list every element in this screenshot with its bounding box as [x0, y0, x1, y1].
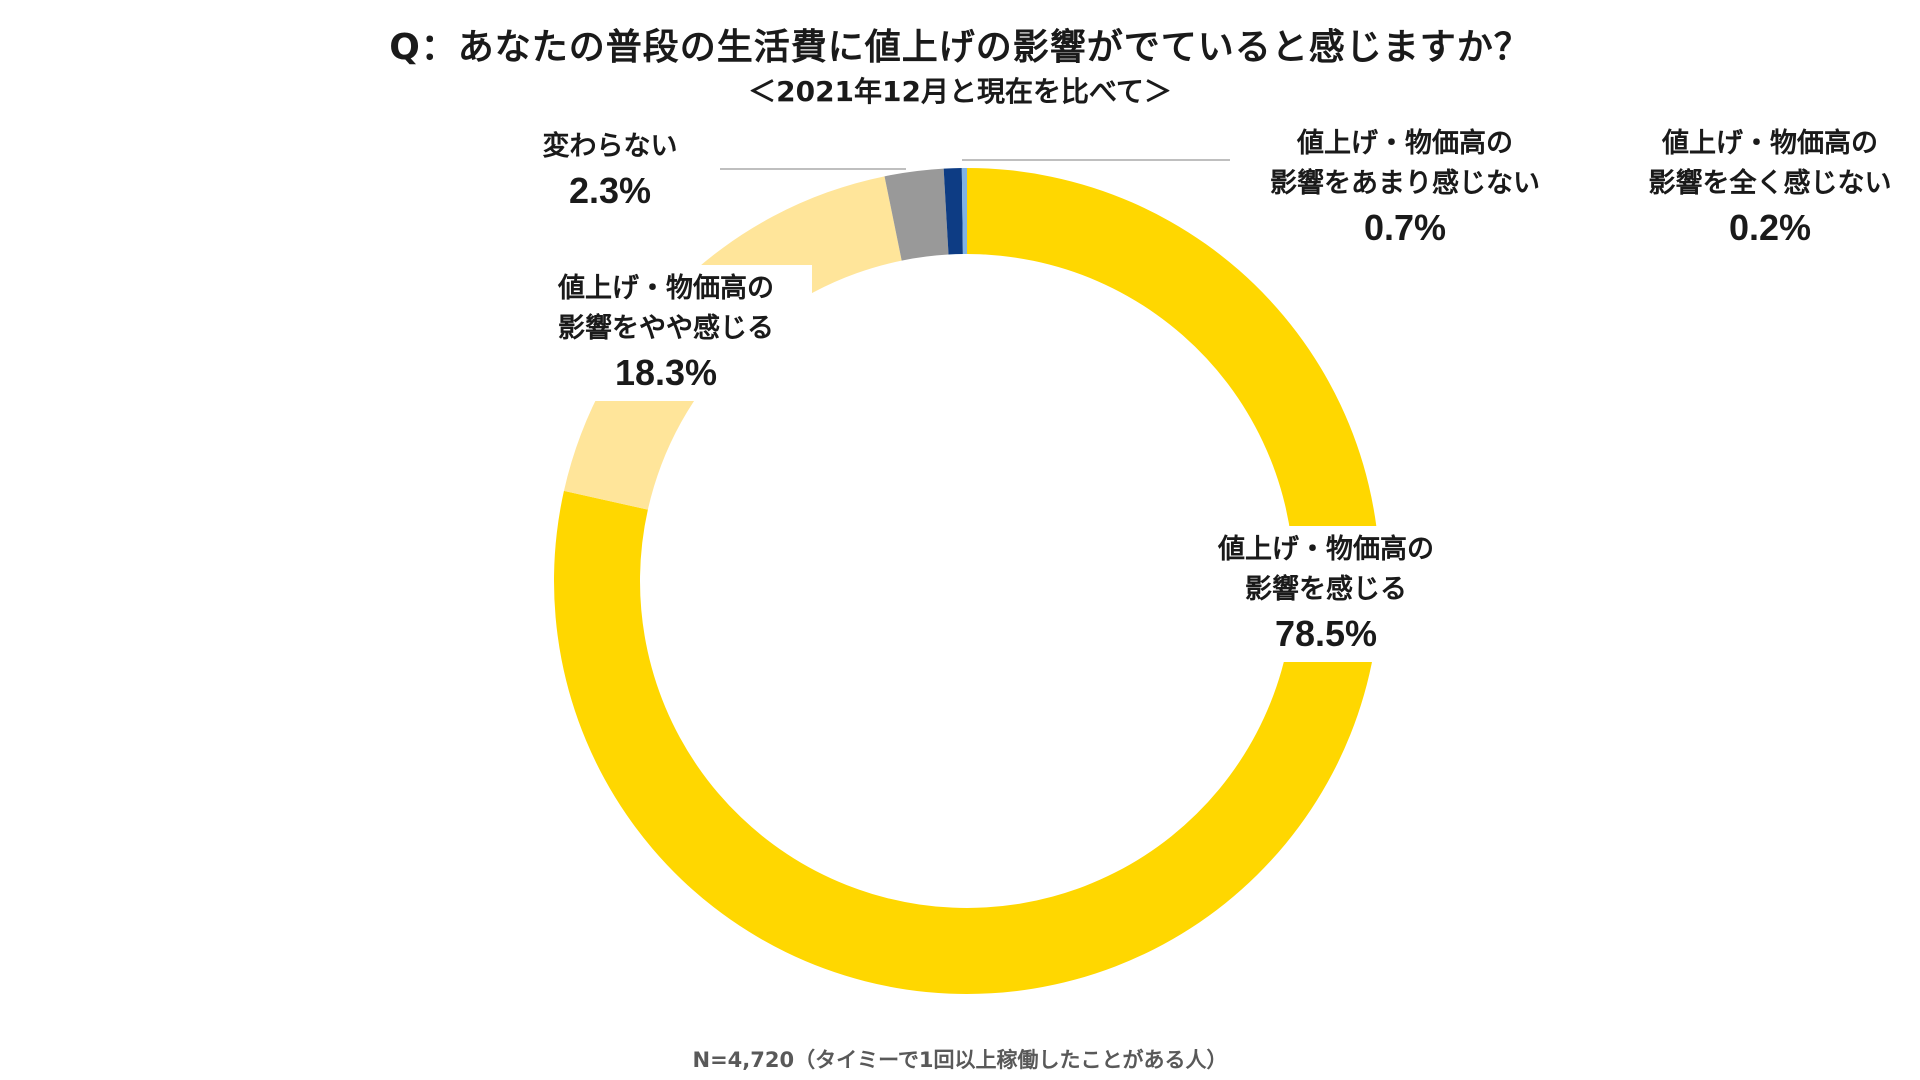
slice-label-little: 値上げ・物価高の 影響をあまり感じない 0.7%: [1255, 124, 1555, 252]
slice-label-strong: 値上げ・物価高の 影響を感じる 78.5%: [1195, 526, 1457, 662]
slice-label-some: 値上げ・物価高の 影響をやや感じる 18.3%: [520, 265, 812, 401]
slice-label-none-value: 0.2%: [1728, 207, 1812, 248]
slice-label-none-text: 値上げ・物価高の 影響を全く感じない: [1648, 128, 1892, 199]
donut-slice-same: [884, 168, 949, 261]
donut-slice-none: [961, 168, 967, 255]
slice-label-strong-value: 78.5%: [1274, 613, 1378, 654]
slice-label-some-value: 18.3%: [614, 352, 718, 393]
slice-label-same-value: 2.3%: [568, 170, 652, 211]
sample-size-note: N=4,720（タイミーで1回以上稼働したことがある人）: [692, 1048, 1228, 1072]
slice-label-little-text: 値上げ・物価高の 影響をあまり感じない: [1270, 128, 1540, 199]
slice-label-same-text: 変わらない: [542, 131, 678, 162]
donut-slice-little: [943, 168, 963, 255]
slice-label-little-value: 0.7%: [1363, 207, 1447, 248]
slice-label-strong-text: 値上げ・物価高の 影響を感じる: [1218, 534, 1434, 605]
chart-subtitle: ＜2021年12月と現在を比べて＞: [748, 75, 1172, 108]
slice-label-some-text: 値上げ・物価高の 影響をやや感じる: [558, 273, 774, 344]
chart-title: Q：あなたの普段の生活費に値上げの影響がでていると感じますか？: [389, 27, 1531, 68]
slice-label-none: 値上げ・物価高の 影響を全く感じない 0.2%: [1625, 124, 1915, 252]
slice-label-same: 変わらない 2.3%: [520, 127, 700, 215]
